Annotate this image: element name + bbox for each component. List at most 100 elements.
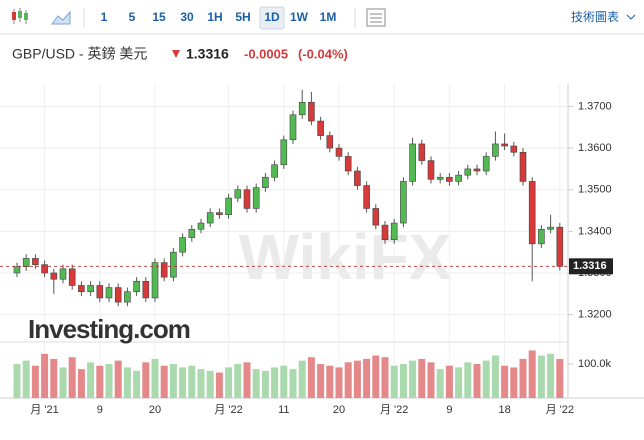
candle-body: [133, 281, 140, 293]
interval-button[interactable]: 15: [152, 10, 166, 24]
candle-body: [363, 185, 370, 209]
volume-bar: [455, 367, 463, 398]
candle-body: [179, 237, 186, 253]
y-tick-label: 1.3700: [578, 100, 612, 112]
candle-body: [32, 258, 39, 265]
volume-bar: [151, 358, 159, 398]
x-tick-label: 18: [498, 404, 510, 416]
interval-button[interactable]: 5: [129, 10, 136, 24]
volume-tick-label: 100.0k: [578, 358, 612, 370]
volume-bar: [22, 360, 30, 398]
candle-body: [160, 262, 168, 278]
price: 1.3316: [186, 46, 229, 62]
volume-bar: [261, 370, 269, 398]
volume-bar: [179, 367, 187, 398]
candle-body: [124, 291, 131, 303]
volume-bar: [206, 370, 214, 398]
x-tick-label: 月 '22: [380, 404, 408, 416]
volume-bar: [363, 358, 371, 398]
watermark: WikiFX: [239, 221, 452, 293]
volume-bar: [344, 362, 352, 398]
candle-body: [298, 102, 306, 116]
candle-body: [482, 156, 490, 172]
interval-button[interactable]: 1H: [207, 10, 222, 24]
volume-bar: [482, 360, 490, 398]
volume-bar: [59, 367, 67, 398]
candle-body: [538, 228, 545, 245]
candle-body: [114, 287, 122, 303]
volume-bar: [289, 369, 297, 398]
logo: Investing.com: [28, 314, 190, 344]
y-tick-label: 1.3400: [578, 225, 612, 237]
down-arrow: [172, 50, 180, 58]
candle-icon[interactable]: [12, 8, 28, 24]
candle-body: [96, 285, 104, 299]
candle-body: [216, 212, 223, 216]
volume-bar: [68, 357, 76, 398]
volume-bar: [556, 358, 564, 398]
volume-bar: [114, 360, 122, 398]
volume-bar: [427, 362, 435, 398]
volume-bar: [87, 362, 95, 398]
volume-bar: [317, 364, 325, 398]
candle-body: [188, 228, 196, 238]
candle-body: [50, 272, 58, 280]
candle-body: [372, 208, 380, 226]
interval-button[interactable]: 1W: [290, 10, 309, 24]
volume-bar: [409, 360, 417, 398]
volume-bar: [234, 364, 242, 398]
candle-body: [280, 139, 288, 166]
candle-body: [547, 226, 554, 230]
volume-bar: [298, 360, 306, 398]
candle-body: [262, 176, 269, 188]
volume-bar: [215, 372, 223, 398]
candle-body: [41, 264, 48, 274]
x-tick-label: 11: [278, 404, 289, 416]
table-icon[interactable]: [366, 8, 386, 27]
candle-body: [409, 143, 416, 182]
toolbar: [0, 0, 644, 34]
x-tick-label: 月 '22: [214, 404, 242, 416]
change: -0.0005: [244, 46, 288, 61]
volume-bar: [418, 358, 426, 398]
volume-bar: [105, 364, 113, 398]
interval-button[interactable]: 30: [180, 10, 194, 24]
volume-bar: [197, 369, 205, 398]
volume-bar: [77, 369, 85, 398]
x-tick-label: 月 '21: [30, 404, 58, 416]
candle-body: [289, 114, 297, 141]
area-icon[interactable]: [51, 10, 71, 25]
volume-bar: [399, 364, 407, 398]
interval-button[interactable]: 1: [101, 10, 108, 24]
candle-body: [400, 181, 407, 224]
volume-bar: [225, 367, 233, 398]
volume-bar: [381, 357, 389, 398]
y-tick-label: 1.3200: [578, 309, 612, 321]
candle-body: [381, 224, 389, 240]
volume-bar: [169, 364, 177, 398]
interval-button[interactable]: 1M: [320, 10, 337, 24]
candle-body: [501, 143, 508, 147]
volume-bar: [436, 369, 444, 398]
interval-button[interactable]: 1D: [264, 10, 280, 24]
candle-body: [151, 262, 159, 299]
volume-bar: [464, 362, 472, 398]
chart-link[interactable]: 技術圖表: [571, 10, 619, 24]
candle-body: [206, 212, 214, 224]
candle-body: [464, 168, 472, 176]
x-tick-label: 20: [333, 404, 345, 416]
volume-bar: [252, 369, 260, 398]
candle-body: [455, 174, 462, 182]
candle-body: [13, 266, 21, 274]
volume-bar: [133, 370, 141, 398]
volume-bar: [335, 367, 343, 398]
volume-bar: [307, 357, 315, 398]
candle-body: [197, 222, 205, 230]
volume-bar: [188, 365, 196, 398]
volume-bar: [473, 364, 481, 398]
last-price-label: 1.3316: [573, 260, 607, 272]
volume-bar: [353, 360, 361, 398]
interval-button[interactable]: 5H: [235, 10, 250, 24]
